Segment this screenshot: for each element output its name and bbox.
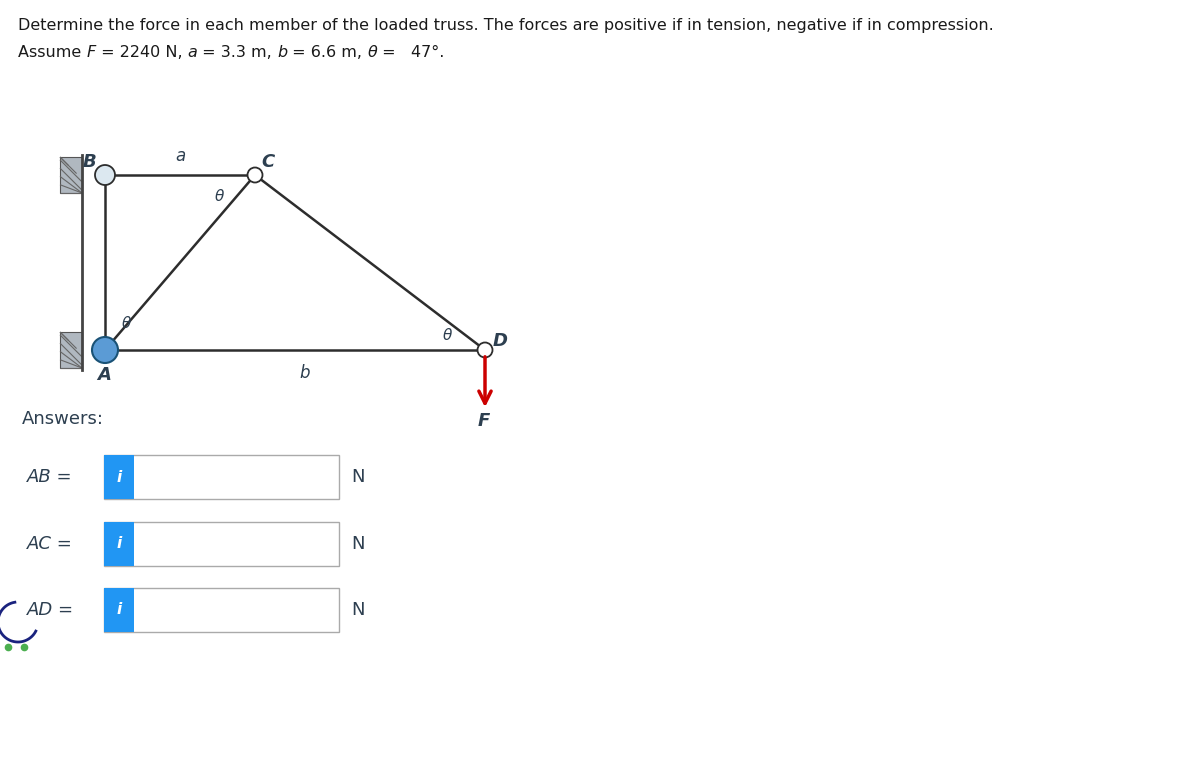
Bar [104,455,340,499]
Bar [104,522,340,566]
Text: θ: θ [367,45,377,60]
Text: Assume: Assume [18,45,86,60]
Text: D: D [493,332,508,350]
Text: Determine the force in each member of the loaded truss. The forces are positive : Determine the force in each member of th… [18,18,994,33]
Text: a: a [175,147,185,165]
Circle shape [478,343,492,357]
Bar [60,157,82,193]
Text: Answers:: Answers: [22,410,104,428]
Circle shape [92,337,118,363]
Text: A: A [97,366,110,384]
Text: B: B [83,153,97,171]
Text: N: N [352,468,365,486]
Text: AB =: AB = [28,468,73,486]
Text: =   47°.: = 47°. [377,45,444,60]
Text: b: b [277,45,287,60]
Text: = 3.3 m,: = 3.3 m, [197,45,277,60]
Text: F: F [86,45,96,60]
Bar [104,588,134,632]
Circle shape [95,165,115,185]
Text: i: i [116,537,121,552]
Text: N: N [352,601,365,619]
Text: = 6.6 m,: = 6.6 m, [287,45,367,60]
Text: C: C [262,153,275,171]
Bar [104,455,134,499]
Text: i: i [116,603,121,617]
Text: = 2240 N,: = 2240 N, [96,45,187,60]
Text: θ: θ [443,328,452,343]
Text: a: a [187,45,197,60]
Circle shape [247,167,263,182]
Bar [104,522,134,566]
Text: F: F [478,412,490,430]
Text: i: i [116,470,121,485]
Text: N: N [352,535,365,553]
Bar [60,332,82,368]
Text: θ: θ [215,189,224,204]
Text: AC =: AC = [28,535,73,553]
Bar [104,588,340,632]
Text: b: b [300,364,311,382]
Text: θ: θ [122,316,131,331]
Text: AD =: AD = [28,601,74,619]
